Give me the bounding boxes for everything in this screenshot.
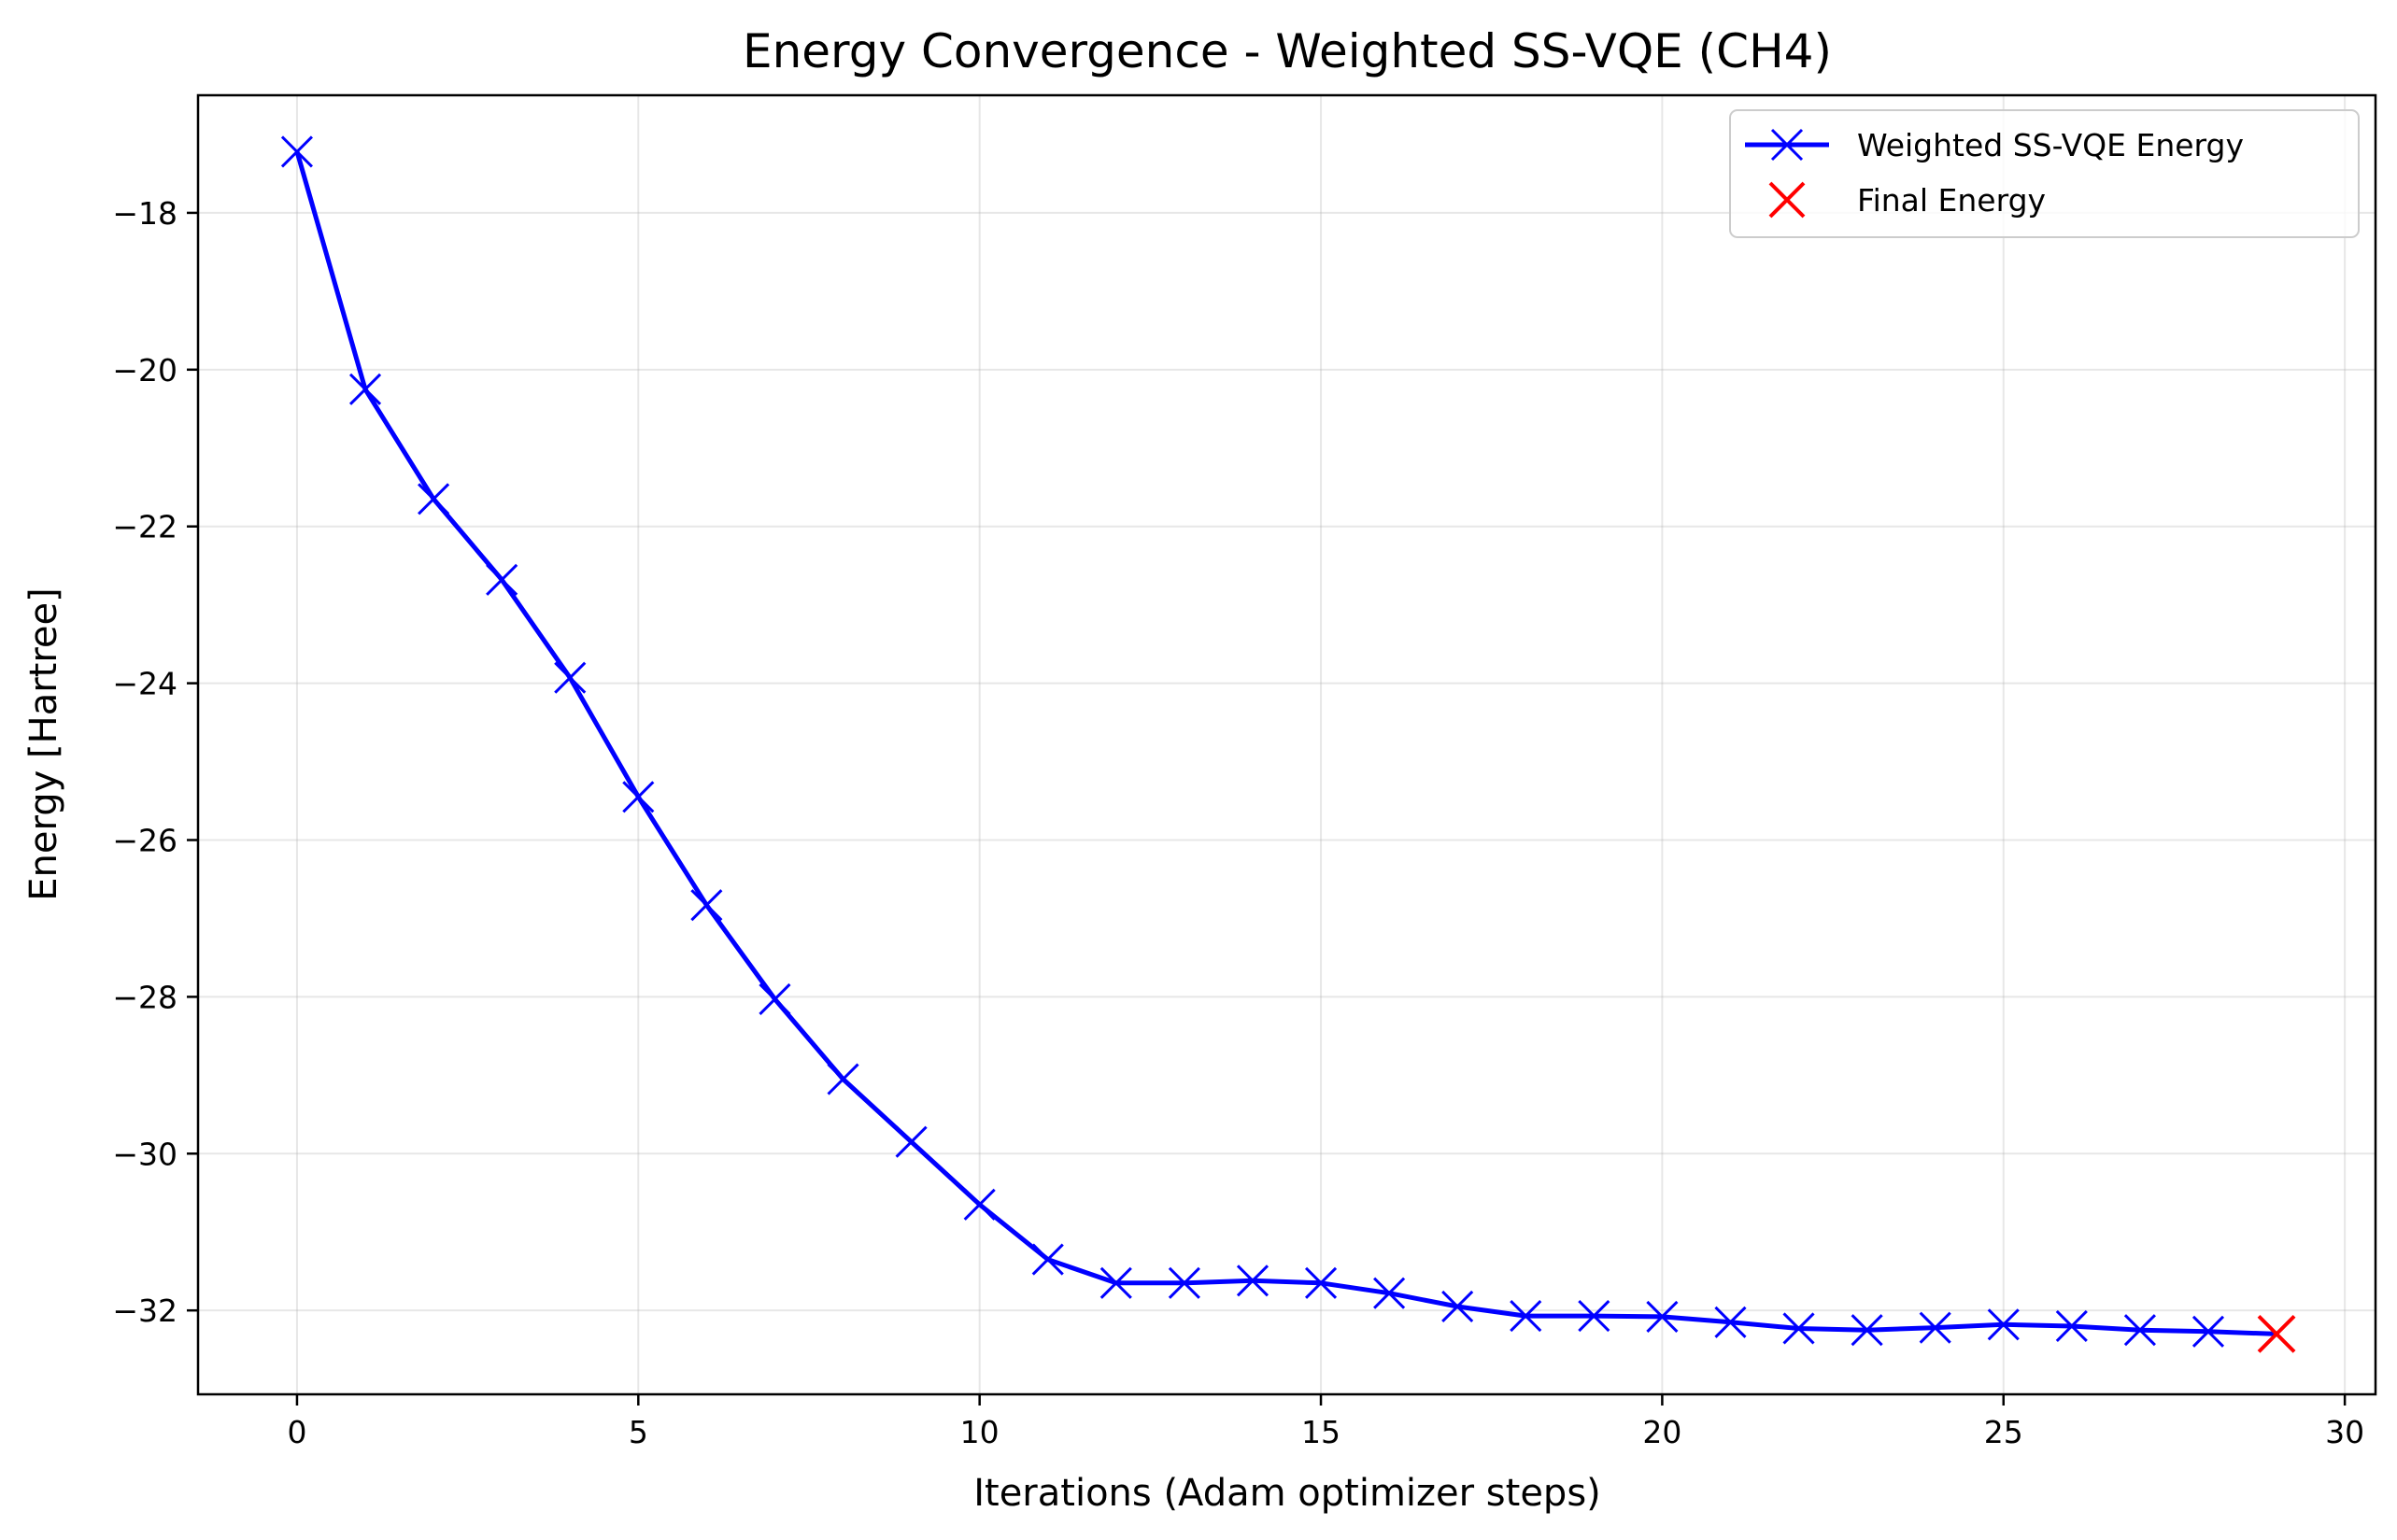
data-point-weighted xyxy=(1646,1300,1679,1333)
data-point-weighted xyxy=(2123,1314,2156,1347)
data-point-weighted xyxy=(963,1188,996,1221)
data-point-weighted xyxy=(1441,1290,1474,1323)
legend-label-weighted: Weighted SS-VQE Energy xyxy=(1857,127,2244,163)
y-axis-ticks: −18 −20 −22 −24 −26 −28 −30 −32 xyxy=(112,195,198,1329)
data-point-weighted xyxy=(2055,1309,2088,1343)
x-tick-label: 0 xyxy=(287,1414,306,1450)
chart-title: Energy Convergence - Weighted SS-VQE (CH… xyxy=(743,24,1832,78)
data-point-weighted xyxy=(759,982,791,1015)
y-tick-label: −30 xyxy=(112,1136,177,1172)
legend-marker-weighted xyxy=(1770,128,1804,162)
data-point-weighted xyxy=(1031,1243,1064,1276)
series-layer xyxy=(280,135,2296,1353)
y-tick-label: −22 xyxy=(112,509,177,545)
grid-lines xyxy=(198,95,2376,1394)
data-point-weighted xyxy=(280,135,314,168)
x-axis-ticks: 0 5 10 15 20 25 30 xyxy=(287,1394,2364,1450)
y-tick-label: −20 xyxy=(112,352,177,389)
x-tick-label: 15 xyxy=(1301,1414,1340,1450)
data-point-weighted xyxy=(348,373,382,405)
data-point-weighted xyxy=(1373,1277,1406,1309)
data-point-weighted xyxy=(1578,1299,1610,1333)
legend-marker-final xyxy=(1768,181,1806,219)
x-tick-label: 10 xyxy=(960,1414,1000,1450)
data-point-weighted xyxy=(895,1125,928,1158)
data-point-weighted xyxy=(827,1063,859,1095)
data-point-weighted xyxy=(1168,1266,1200,1299)
x-axis-label: Iterations (Adam optimizer steps) xyxy=(973,1472,1601,1515)
x-tick-label: 30 xyxy=(2325,1414,2364,1450)
data-point-weighted xyxy=(1987,1308,2020,1341)
y-tick-label: −28 xyxy=(112,979,177,1015)
y-tick-label: −26 xyxy=(112,822,177,858)
y-tick-label: −32 xyxy=(112,1293,177,1329)
series-line-weighted-ss-vqe-energy xyxy=(294,150,2277,1336)
data-point-weighted xyxy=(418,483,450,516)
data-point-weighted xyxy=(2191,1315,2225,1348)
data-point-final-energy xyxy=(2257,1314,2296,1353)
legend-box xyxy=(1729,109,2360,238)
data-point-weighted xyxy=(690,889,723,922)
x-tick-label: 20 xyxy=(1642,1414,1681,1450)
y-tick-label: −24 xyxy=(112,666,177,702)
legend: Weighted SS-VQE Energy Final Energy xyxy=(1729,109,2360,238)
data-point-weighted xyxy=(1782,1312,1815,1345)
data-point-weighted xyxy=(1304,1266,1338,1299)
data-point-weighted xyxy=(1851,1314,1883,1347)
data-point-weighted xyxy=(1099,1266,1132,1299)
data-point-weighted xyxy=(1236,1264,1269,1297)
y-axis-label: Energy [Hartree] xyxy=(22,587,65,900)
x-tick-label: 25 xyxy=(1984,1414,2023,1450)
data-point-weighted xyxy=(622,781,655,813)
plot-frame xyxy=(196,93,2377,1396)
data-point-weighted xyxy=(1510,1299,1542,1333)
data-point-weighted xyxy=(486,563,518,596)
data-point-weighted xyxy=(1714,1306,1747,1338)
data-point-weighted xyxy=(1919,1311,1951,1344)
x-tick-label: 5 xyxy=(629,1414,648,1450)
y-tick-label: −18 xyxy=(112,195,177,232)
data-point-weighted xyxy=(554,661,587,694)
legend-label-final: Final Energy xyxy=(1857,182,2046,219)
